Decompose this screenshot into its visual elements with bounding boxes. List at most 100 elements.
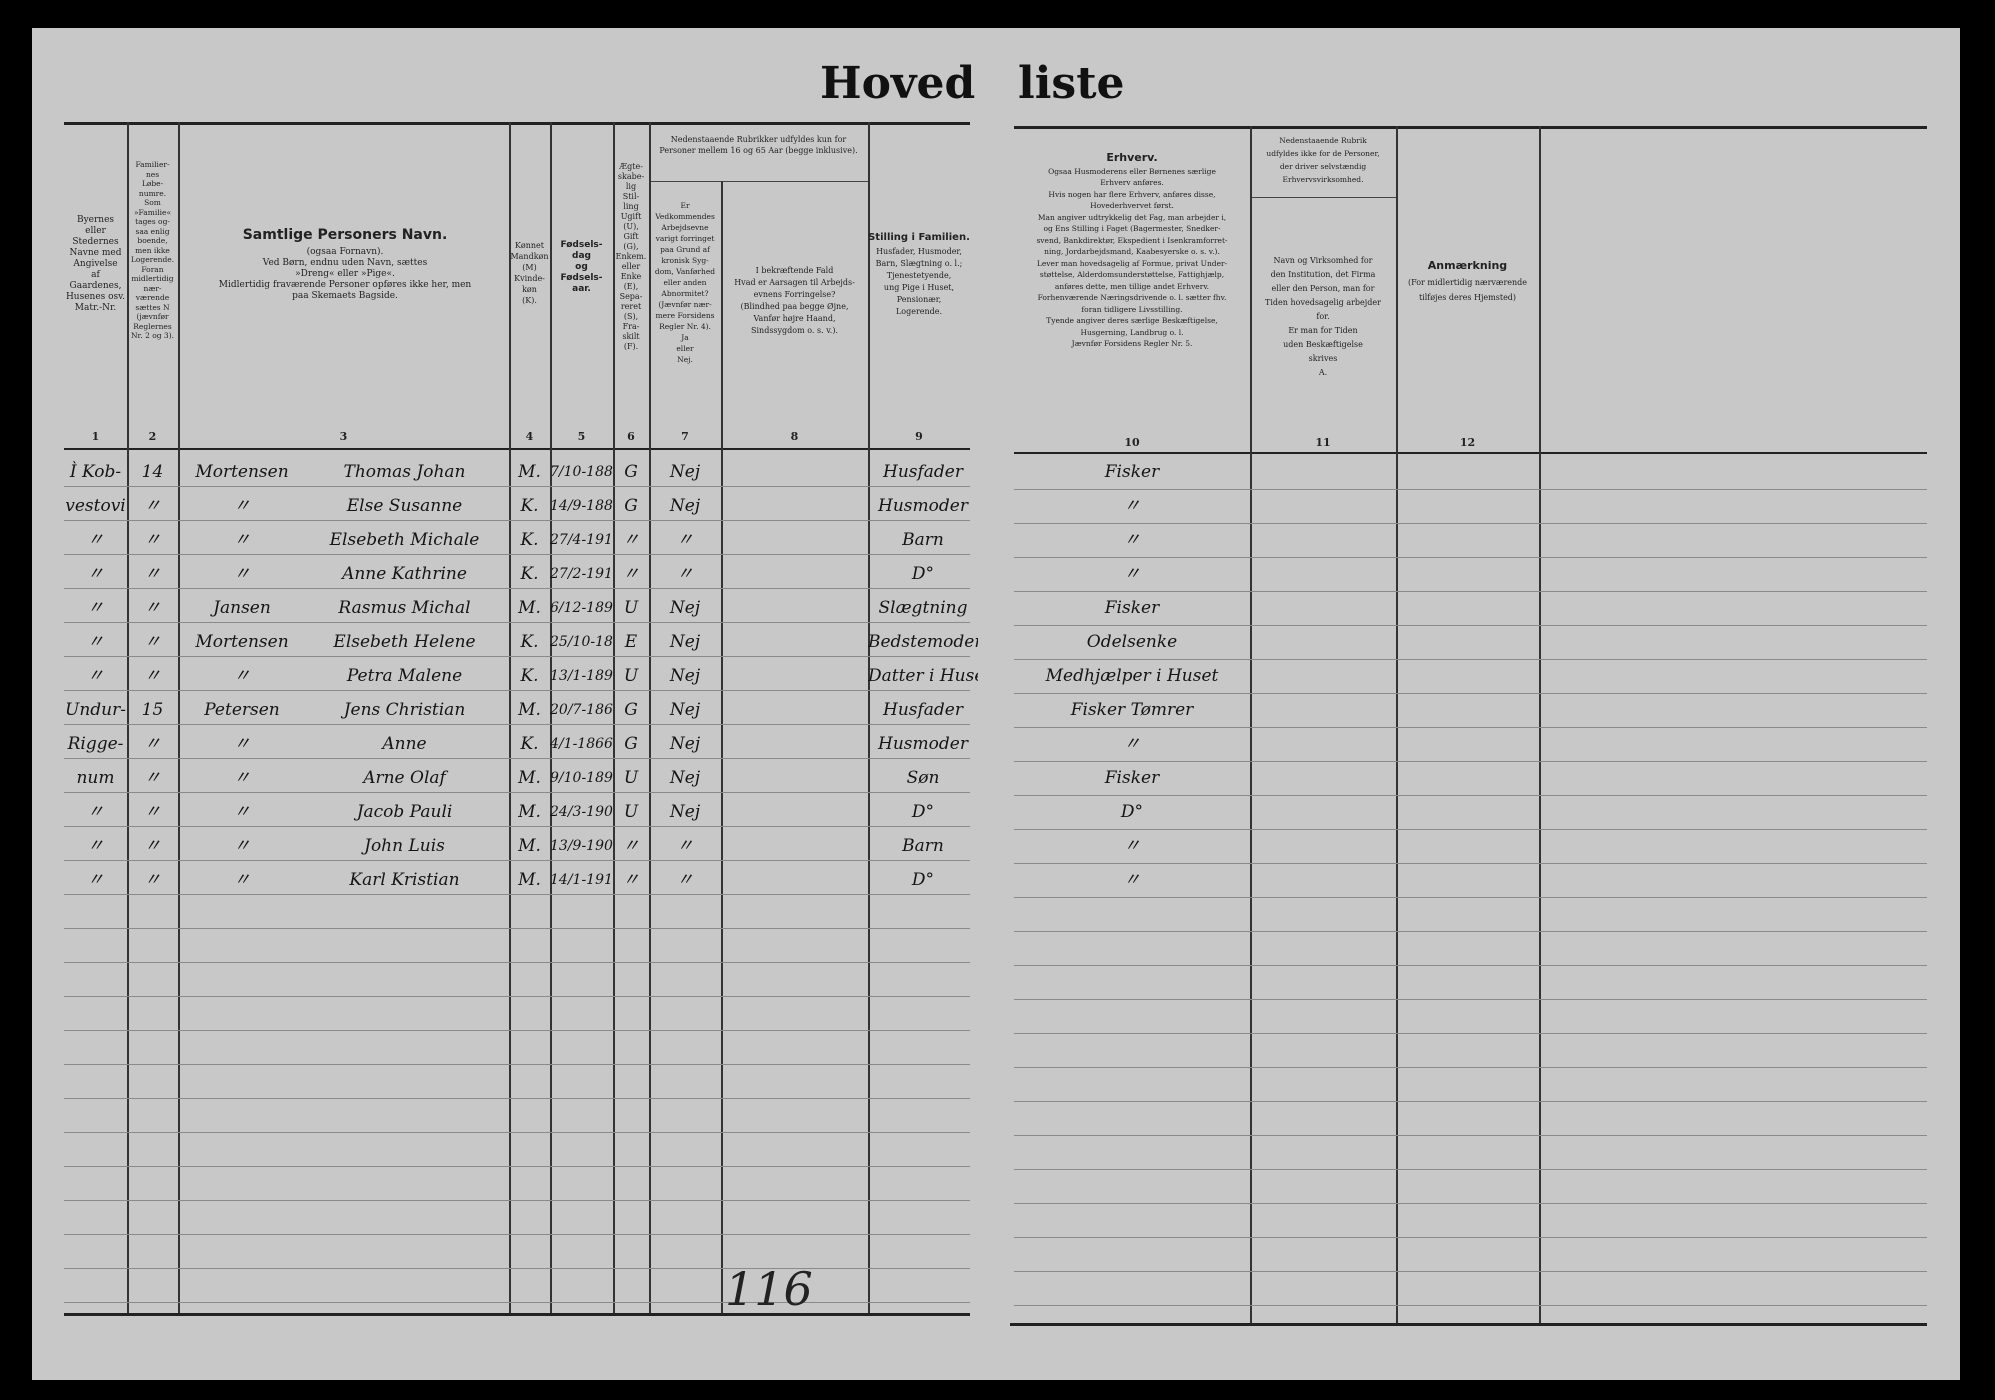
cell-birth-date: 27/4-1913 xyxy=(550,532,613,548)
cell-impairment-cause xyxy=(721,452,868,486)
title-right: liste xyxy=(1018,58,1125,109)
cell-occupation: Fisker Tømrer xyxy=(1070,700,1194,720)
row-line-right xyxy=(1014,523,1927,524)
cell-occupation: Odelsenke xyxy=(1086,632,1178,652)
column-divider xyxy=(178,122,180,1313)
header-col9: Stilling i Familien. Husfader, Husmoder, … xyxy=(868,232,970,318)
cell-family-number: 〃 xyxy=(144,666,161,686)
cell-impairment-cause xyxy=(721,724,868,758)
cell-impairment-cause xyxy=(721,588,868,622)
row-line-right xyxy=(1014,897,1927,898)
cell-given-names: Anne xyxy=(382,734,427,754)
cell-given-names: John Luis xyxy=(364,836,445,856)
cell-place: 〃 xyxy=(87,836,104,856)
row-line-right xyxy=(1014,795,1927,796)
row-line-right xyxy=(1014,1067,1927,1068)
cell-family-position: Husfader xyxy=(883,462,963,482)
column-divider xyxy=(1396,126,1398,1323)
header-col7: Er Vedkommendes Arbejdsevne varigt forri… xyxy=(654,201,716,364)
cell-occupation: Fisker xyxy=(1104,462,1160,482)
cell-sex: M. xyxy=(518,598,541,618)
cell-impairment-cause xyxy=(721,656,868,690)
row-line-right xyxy=(1014,829,1927,830)
cell-family-number: 〃 xyxy=(144,564,161,584)
header-col5: Fødsels- dag og Fødsels- aar. xyxy=(560,240,603,294)
cell-surname: 〃 xyxy=(233,802,251,822)
cell-given-names: Arne Olaf xyxy=(363,768,446,788)
cell-work-impaired: Nej xyxy=(669,734,701,754)
cell-marital-status: U xyxy=(623,666,639,686)
cell-occupation: 〃 xyxy=(1123,836,1141,856)
cell-occupation: 〃 xyxy=(1123,564,1141,584)
row-line-right xyxy=(1014,625,1927,626)
cell-sex: K. xyxy=(520,734,539,754)
column-number: 2 xyxy=(148,430,157,443)
row-line-right xyxy=(1014,1135,1927,1136)
cell-place: Undur- xyxy=(65,700,126,720)
row-line-left xyxy=(64,622,970,623)
cell-sex: M. xyxy=(518,870,541,890)
cell-birth-date: 14/9-1889 xyxy=(550,498,613,514)
header-col9-title: Stilling i Familien. xyxy=(868,232,970,243)
cell-work-impaired: Nej xyxy=(669,768,701,788)
row-line-left xyxy=(64,1166,970,1167)
row-line-left xyxy=(64,486,970,487)
column-number: 12 xyxy=(1459,436,1476,449)
cell-impairment-cause xyxy=(721,690,868,724)
cell-impairment-cause xyxy=(721,792,868,826)
cell-given-names: Else Susanne xyxy=(346,496,463,516)
cell-family-number: 〃 xyxy=(144,768,161,788)
cell-family-number: 〃 xyxy=(144,496,161,516)
cell-given-names: Jacob Pauli xyxy=(356,802,453,822)
cell-family-position: D° xyxy=(911,564,935,584)
row-line-right xyxy=(1014,1033,1927,1034)
cell-family-position: Barn xyxy=(902,530,944,550)
cell-given-names: Jens Christian xyxy=(343,700,466,720)
cell-work-impaired: Nej xyxy=(669,462,701,482)
cell-marital-status: G xyxy=(624,734,638,754)
cell-surname: Mortensen xyxy=(195,632,289,652)
row-line-left xyxy=(64,1268,970,1269)
column-divider xyxy=(509,122,511,1313)
cell-place: 〃 xyxy=(87,632,104,652)
cell-birth-date: 6/12-1895 xyxy=(550,600,613,616)
bottom-rule-right xyxy=(1010,1323,1927,1326)
cell-place: 〃 xyxy=(87,564,104,584)
row-line-left xyxy=(64,860,970,861)
title-left: Hoved xyxy=(820,58,976,109)
row-line-left xyxy=(64,690,970,691)
column-number: 9 xyxy=(915,430,923,443)
row-line-right xyxy=(1014,965,1927,966)
column-number: 3 xyxy=(339,430,348,443)
row-line-right xyxy=(1014,1237,1927,1238)
cell-work-impaired: Nej xyxy=(669,802,701,822)
cell-family-position: Søn xyxy=(906,768,940,788)
header-col10: Erhverv. Ogsaa Husmoderens eller Børnenes… xyxy=(1014,152,1250,350)
cell-impairment-cause xyxy=(721,520,868,554)
cell-sex: M. xyxy=(518,836,541,856)
cell-birth-date: 9/10-1898 xyxy=(550,770,613,786)
cell-sex: M. xyxy=(518,462,541,482)
column-divider xyxy=(1250,126,1252,1323)
cell-occupation: 〃 xyxy=(1123,496,1141,516)
cell-given-names: Elsebeth Helene xyxy=(333,632,476,652)
cell-surname: 〃 xyxy=(233,564,251,584)
cell-surname: 〃 xyxy=(233,496,251,516)
cell-birth-date: 20/7-1865 xyxy=(550,702,613,718)
cell-sex: M. xyxy=(518,802,541,822)
row-line-right xyxy=(1014,693,1927,694)
row-line-right xyxy=(1014,1203,1927,1204)
header-col3-title: Samtlige Personers Navn. xyxy=(242,227,448,243)
cell-sex: K. xyxy=(520,666,539,686)
bottom-rule-left xyxy=(64,1313,970,1316)
row-line-right xyxy=(1014,761,1927,762)
cell-impairment-cause xyxy=(721,860,868,894)
row-line-left xyxy=(64,826,970,827)
cell-work-impaired: 〃 xyxy=(676,564,694,584)
row-line-right xyxy=(1014,659,1927,660)
cell-birth-date: 4/1-1866 xyxy=(550,736,613,752)
cell-sex: M. xyxy=(518,700,541,720)
row-line-left xyxy=(64,1200,970,1201)
cell-birth-date: 7/10-1887 xyxy=(550,464,613,480)
cell-family-position: Husmoder xyxy=(878,734,968,754)
